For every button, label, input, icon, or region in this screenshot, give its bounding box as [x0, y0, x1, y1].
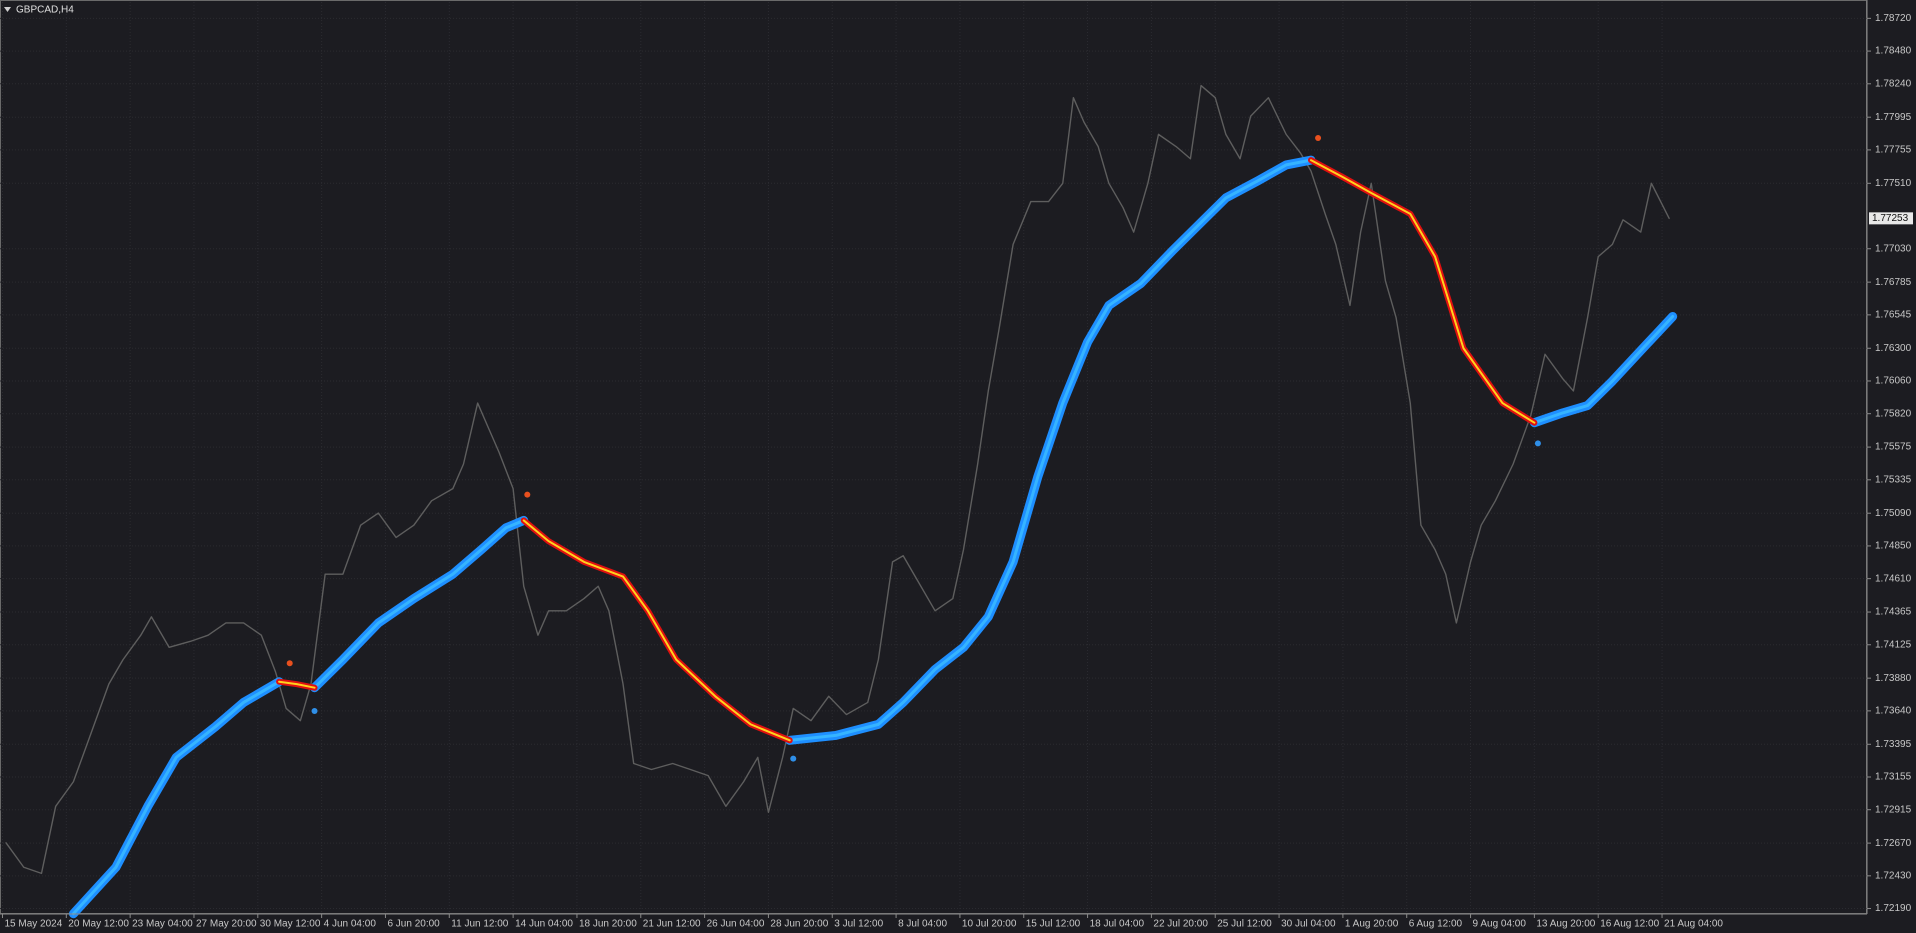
chart-title: GBPCAD,H4 [16, 5, 74, 16]
x-tick-label: 6 Jun 20:00 [387, 919, 440, 930]
x-tick-label: 11 Jun 12:00 [451, 919, 509, 930]
y-tick-label: 1.75090 [1875, 508, 1912, 519]
x-tick-label: 30 May 12:00 [260, 919, 321, 930]
y-tick-label: 1.72190 [1875, 903, 1912, 914]
y-tick-label: 1.74365 [1875, 607, 1912, 618]
x-tick-label: 30 Jul 04:00 [1281, 919, 1336, 930]
x-tick-label: 16 Aug 12:00 [1600, 919, 1659, 930]
current-price-box [1869, 212, 1913, 225]
grid [0, 2, 1867, 914]
y-tick-label: 1.78720 [1875, 13, 1912, 24]
x-tick-label: 18 Jun 20:00 [579, 919, 637, 930]
x-tick-label: 22 Jul 20:00 [1153, 919, 1208, 930]
x-tick-label: 6 Aug 12:00 [1409, 919, 1463, 930]
y-tick-label: 1.77755 [1875, 145, 1912, 156]
y-tick-label: 1.73880 [1875, 673, 1912, 684]
y-tick-label: 1.76060 [1875, 376, 1912, 387]
x-tick-label: 1 Aug 20:00 [1345, 919, 1399, 930]
x-tick-label: 4 Jun 04:00 [324, 919, 377, 930]
y-tick-label: 1.75575 [1875, 442, 1912, 453]
x-tick-label: 21 Jun 12:00 [643, 919, 701, 930]
x-tick-label: 25 Jul 12:00 [1217, 919, 1272, 930]
x-tick-label: 23 May 04:00 [132, 919, 193, 930]
x-tick-label: 28 Jun 20:00 [770, 919, 828, 930]
y-tick-label: 1.72430 [1875, 870, 1912, 881]
line [5, 84, 1670, 875]
y-tick-label: 1.73395 [1875, 739, 1912, 750]
signal-dot [524, 491, 531, 498]
y-tick-label: 1.74850 [1875, 541, 1912, 552]
x-tick-label: 20 May 12:00 [68, 919, 129, 930]
signal-dot [1534, 440, 1541, 447]
x-tick-label: 26 Jun 04:00 [707, 919, 765, 930]
y-tick-label: 1.78480 [1875, 46, 1912, 57]
x-tick-label: 18 Jul 04:00 [1090, 919, 1145, 930]
y-tick-label: 1.76545 [1875, 310, 1912, 321]
signal-dot [286, 660, 293, 667]
x-tick-label: 8 Jul 04:00 [898, 919, 947, 930]
x-tick-label: 15 Jul 12:00 [1026, 919, 1081, 930]
x-tick-label: 27 May 20:00 [196, 919, 257, 930]
x-tick-label: 14 Jun 04:00 [515, 919, 573, 930]
y-tick-label: 1.73640 [1875, 706, 1912, 717]
y-tick-label: 1.77995 [1875, 112, 1912, 123]
x-tick-label: 21 Aug 04:00 [1664, 919, 1723, 930]
y-tick-label: 1.74125 [1875, 639, 1912, 650]
y-tick-label: 1.75820 [1875, 408, 1912, 419]
x-tick-label: 15 May 2024 [4, 919, 62, 930]
y-tick-label: 1.72915 [1875, 804, 1912, 815]
y-tick-label: 1.77510 [1875, 178, 1912, 189]
y-tick-label: 1.76785 [1875, 277, 1912, 288]
y-tick-label: 1.78240 [1875, 78, 1912, 89]
y-tick-label: 1.77030 [1875, 243, 1912, 254]
y-tick-label: 1.75335 [1875, 474, 1912, 485]
plot-frame [0, 0, 1867, 914]
y-tick-label: 1.74610 [1875, 573, 1912, 584]
signal-dot [311, 708, 318, 715]
signal-dot [1315, 135, 1322, 142]
symbol-menu-arrow[interactable] [4, 7, 11, 12]
line-core [71, 158, 1675, 916]
y-tick-label: 1.72670 [1875, 838, 1912, 849]
current-price-label: 1.77253 [1872, 213, 1909, 224]
marks [5, 84, 1678, 919]
y-tick-label: 1.76300 [1875, 343, 1912, 354]
y-tick-label: 1.73155 [1875, 772, 1912, 783]
x-tick-label: 13 Aug 20:00 [1536, 919, 1595, 930]
line-core [278, 159, 1536, 742]
x-tick-label: 10 Jul 20:00 [962, 919, 1017, 930]
signal-dot [790, 755, 797, 762]
x-tick-label: 3 Jul 12:00 [834, 919, 883, 930]
x-tick-label: 9 Aug 04:00 [1473, 919, 1527, 930]
